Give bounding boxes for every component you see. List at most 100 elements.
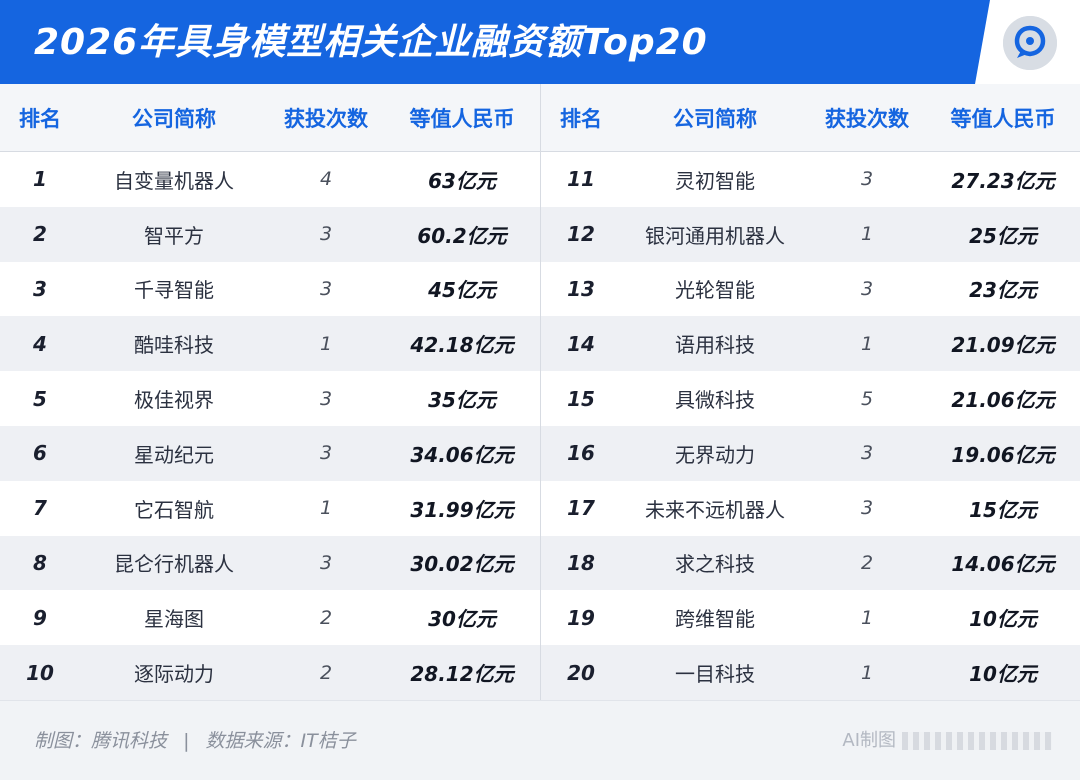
footer-credits: 制图：腾讯科技 | 数据来源：IT桔子 (34, 727, 356, 755)
rounds-cell: 1 (860, 606, 874, 629)
header: 2026年具身模型相关企业融资额Top20 (0, 0, 1080, 84)
amount-cell: 10亿元 (969, 607, 1037, 632)
rounds-cell: 2 (319, 661, 333, 684)
table-row: 14 语用科技 1 21.09亿元 (541, 316, 1080, 372)
company-cell: 昆仑行机器人 (114, 552, 234, 577)
header-amount: 等值人民币 (950, 107, 1056, 131)
table-row: 9 星海图 2 30亿元 (0, 590, 540, 645)
amount-cell: 21.09亿元 (951, 333, 1055, 358)
rounds-cell: 1 (319, 497, 333, 520)
footer-source: 数据来源：IT桔子 (205, 730, 356, 752)
amount-cell: 25亿元 (969, 223, 1037, 248)
amount-cell: 60.2亿元 (417, 223, 507, 248)
company-cell: 智平方 (144, 223, 204, 248)
table-right-half: 排名 公司简称 获投次数 等值人民币 11 灵初智能 3 27.23亿元 12 银河通用机… (541, 84, 1080, 700)
amount-cell: 10亿元 (969, 662, 1037, 687)
table-row: 6 星动纪元 3 34.06亿元 (0, 426, 540, 481)
company-cell: 未来不远机器人 (645, 497, 785, 522)
table-row: 17 未来不远机器人 3 15亿元 (541, 481, 1080, 536)
table-row: 20 一目科技 1 10亿元 (541, 645, 1080, 700)
company-cell: 灵初智能 (675, 168, 755, 193)
rounds-cell: 1 (319, 332, 333, 355)
company-cell: 星海图 (144, 607, 204, 632)
table-row: 3 千寻智能 3 45亿元 (0, 262, 540, 317)
header-rank: 排名 (560, 107, 602, 131)
rank-cell: 7 (33, 496, 47, 521)
rank-cell: 1 (33, 167, 47, 192)
rounds-cell: 3 (319, 442, 333, 465)
amount-cell: 45亿元 (428, 278, 496, 303)
title-band (0, 0, 990, 84)
rounds-cell: 1 (860, 223, 874, 246)
amount-cell: 31.99亿元 (410, 497, 514, 522)
table-row: 4 酷哇科技 1 42.18亿元 (0, 316, 540, 372)
header-company: 公司简称 (132, 107, 216, 131)
rounds-cell: 5 (860, 387, 874, 410)
rank-cell: 11 (567, 167, 595, 192)
company-cell: 求之科技 (675, 552, 755, 577)
company-cell: 光轮智能 (675, 278, 755, 303)
watermark-mark (902, 732, 1052, 750)
table-row: 1 自变量机器人 4 63亿元 (0, 152, 540, 207)
table-header-row: 排名 公司简称 获投次数 等值人民币 (541, 84, 1080, 152)
table-row: 8 昆仑行机器人 3 30.02亿元 (0, 535, 540, 591)
table-row: 12 银河通用机器人 1 25亿元 (541, 206, 1080, 262)
amount-cell: 15亿元 (969, 497, 1037, 522)
rank-cell: 19 (567, 605, 595, 630)
footer-separator: | (183, 730, 190, 752)
rank-cell: 8 (33, 550, 47, 575)
column-divider (540, 84, 541, 700)
header-company: 公司简称 (673, 107, 757, 131)
rank-cell: 2 (33, 222, 47, 247)
table-row: 18 求之科技 2 14.06亿元 (541, 535, 1080, 591)
table-header-row: 排名 公司简称 获投次数 等值人民币 (0, 84, 540, 152)
table-row: 15 具微科技 5 21.06亿元 (541, 371, 1080, 426)
rank-cell: 13 (567, 276, 595, 301)
table-row: 19 跨维智能 1 10亿元 (541, 590, 1080, 645)
footer: 制图：腾讯科技 | 数据来源：IT桔子 AI制图 (0, 700, 1080, 780)
amount-cell: 14.06亿元 (951, 552, 1055, 577)
rounds-cell: 3 (319, 223, 333, 246)
company-cell: 具微科技 (675, 388, 755, 413)
rank-cell: 14 (567, 331, 595, 356)
rank-cell: 18 (567, 550, 595, 575)
rounds-cell: 3 (860, 442, 874, 465)
rounds-cell: 3 (860, 277, 874, 300)
rounds-cell: 3 (319, 551, 333, 574)
table-row: 7 它石智航 1 31.99亿元 (0, 481, 540, 536)
rounds-cell: 3 (860, 168, 874, 191)
rank-cell: 3 (33, 276, 47, 301)
rank-cell: 4 (33, 331, 47, 356)
amount-cell: 35亿元 (428, 388, 496, 413)
rank-cell: 12 (567, 222, 595, 247)
table-row: 13 光轮智能 3 23亿元 (541, 262, 1080, 317)
rounds-cell: 1 (860, 661, 874, 684)
rank-cell: 20 (567, 660, 595, 685)
rank-cell: 5 (33, 386, 47, 411)
rounds-cell: 3 (319, 387, 333, 410)
company-cell: 千寻智能 (134, 278, 214, 303)
company-cell: 极佳视界 (134, 388, 214, 413)
table-row: 2 智平方 3 60.2亿元 (0, 206, 540, 262)
amount-cell: 63亿元 (428, 168, 496, 193)
table-row: 16 无界动力 3 19.06亿元 (541, 426, 1080, 481)
company-cell: 它石智航 (134, 497, 214, 522)
company-cell: 跨维智能 (675, 607, 755, 632)
table-row: 11 灵初智能 3 27.23亿元 (541, 152, 1080, 207)
amount-cell: 34.06亿元 (410, 442, 514, 467)
header-rounds: 获投次数 (284, 107, 368, 131)
company-cell: 银河通用机器人 (645, 223, 785, 248)
company-cell: 无界动力 (675, 442, 755, 467)
amount-cell: 42.18亿元 (410, 333, 514, 358)
rounds-cell: 1 (860, 332, 874, 355)
header-rank: 排名 (19, 107, 61, 131)
ranking-table: 排名 公司简称 获投次数 等值人民币 1 自变量机器人 4 63亿元 2 智平方 3 60.2… (0, 84, 1080, 700)
footer-credit: 制图：腾讯科技 (34, 730, 168, 752)
rounds-cell: 2 (860, 551, 874, 574)
company-cell: 酷哇科技 (134, 333, 214, 358)
ai-note-text: AI制图 (842, 730, 896, 751)
table-row: 10 逐际动力 2 28.12亿元 (0, 645, 540, 700)
rank-cell: 9 (33, 605, 47, 630)
company-cell: 语用科技 (675, 333, 755, 358)
rounds-cell: 4 (319, 168, 333, 191)
